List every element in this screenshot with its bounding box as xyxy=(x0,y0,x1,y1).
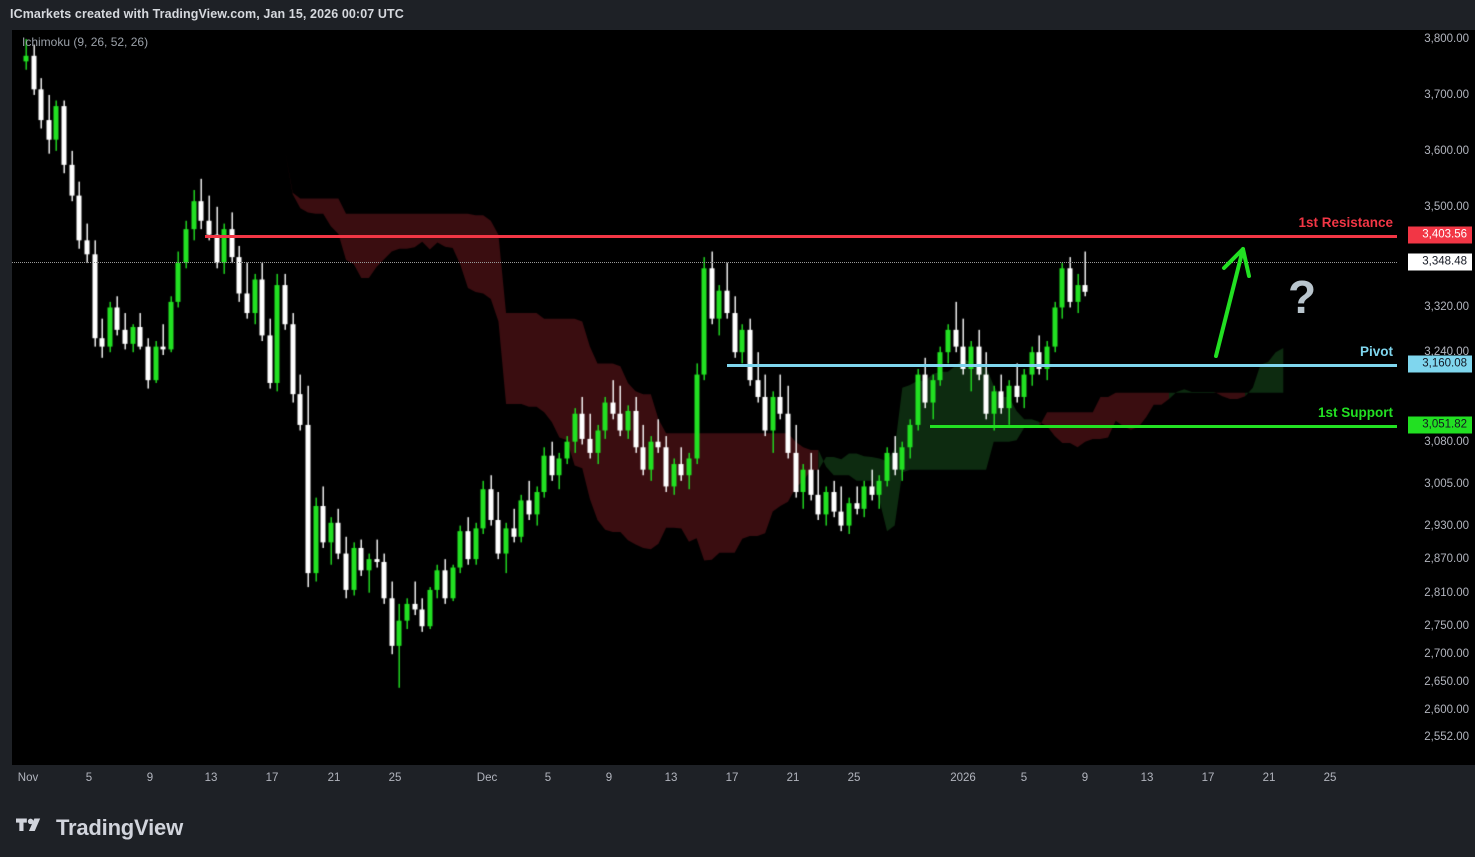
price-badge-pivot[interactable]: 3,160.08 xyxy=(1408,355,1472,373)
price-axis-tick: 2,870.00 xyxy=(1424,553,1469,566)
header-bar: ICmarkets created with TradingView.com, … xyxy=(0,0,1475,30)
time-axis-tick: 2026 xyxy=(950,772,976,784)
price-badge-1st-support[interactable]: 3,051.82 xyxy=(1408,416,1472,434)
level-line-1st-support[interactable] xyxy=(930,425,1397,428)
price-axis-tick: 2,600.00 xyxy=(1424,704,1469,717)
time-axis-tick: 25 xyxy=(388,772,402,784)
time-scale[interactable] xyxy=(0,765,1475,795)
price-axis-tick: 3,005.00 xyxy=(1424,477,1469,490)
current-price-badge[interactable]: 3,348.48 xyxy=(1408,253,1472,271)
time-axis-tick: 21 xyxy=(786,772,800,784)
time-axis-tick: 9 xyxy=(605,772,613,784)
level-label-1st-support: 1st Support xyxy=(1317,405,1393,420)
price-axis-tick: 3,080.00 xyxy=(1424,435,1469,448)
tradingview-wordmark: TradingView xyxy=(56,815,183,840)
level-label-1st-resistance: 1st Resistance xyxy=(1298,215,1393,230)
price-axis-tick: 2,750.00 xyxy=(1424,620,1469,633)
price-axis-tick: 3,600.00 xyxy=(1424,144,1469,157)
chart-plot-area[interactable]: Ichimoku (9, 26, 52, 26) xyxy=(12,30,1397,795)
price-badge-1st-resistance[interactable]: 3,403.56 xyxy=(1408,226,1472,244)
chart-header-title: ICmarkets created with TradingView.com, … xyxy=(10,7,404,21)
price-scale[interactable] xyxy=(1397,30,1475,795)
time-axis-tick: Nov xyxy=(17,772,39,784)
time-axis-tick: 13 xyxy=(664,772,678,784)
time-axis-tick: Dec xyxy=(476,772,498,784)
time-axis-tick: 25 xyxy=(847,772,861,784)
time-axis-tick: 9 xyxy=(146,772,154,784)
price-axis-tick: 2,700.00 xyxy=(1424,648,1469,661)
price-axis-tick: 2,810.00 xyxy=(1424,586,1469,599)
level-line-1st-resistance[interactable] xyxy=(205,235,1397,238)
time-axis-tick: 9 xyxy=(1081,772,1089,784)
time-axis-tick: 17 xyxy=(1201,772,1215,784)
time-axis-tick: 17 xyxy=(265,772,279,784)
price-axis-tick: 2,552.00 xyxy=(1424,731,1469,743)
indicator-legend-ichimoku[interactable]: Ichimoku (9, 26, 52, 26) xyxy=(22,35,149,49)
price-axis-tick: 2,650.00 xyxy=(1424,676,1469,689)
current-price-line xyxy=(12,262,1397,263)
time-axis-tick: 25 xyxy=(1323,772,1337,784)
price-axis-tick: 2,930.00 xyxy=(1424,519,1469,532)
price-axis-tick: 3,800.00 xyxy=(1424,33,1469,45)
time-axis-tick: 21 xyxy=(327,772,341,784)
time-axis-tick: 13 xyxy=(1140,772,1154,784)
level-line-pivot[interactable] xyxy=(727,364,1397,367)
price-axis-tick: 3,320.00 xyxy=(1424,301,1469,314)
tradingview-branding: TradingView xyxy=(16,815,183,841)
time-axis-tick: 5 xyxy=(85,772,93,784)
candlestick-canvas xyxy=(12,30,1397,795)
time-axis-tick: 5 xyxy=(544,772,552,784)
price-axis-tick: 3,500.00 xyxy=(1424,200,1469,213)
time-axis-tick: 13 xyxy=(204,772,218,784)
level-label-pivot: Pivot xyxy=(1359,344,1393,359)
time-axis-tick: 17 xyxy=(725,772,739,784)
price-axis-tick: 3,700.00 xyxy=(1424,88,1469,101)
price-axis-tick: 3,240.00 xyxy=(1424,346,1469,359)
time-axis-tick: 5 xyxy=(1020,772,1028,784)
tradingview-logo-icon xyxy=(16,816,46,841)
question-mark-annotation: ? xyxy=(1287,271,1317,323)
time-axis-tick: 21 xyxy=(1262,772,1276,784)
footer-strip xyxy=(0,795,1475,857)
